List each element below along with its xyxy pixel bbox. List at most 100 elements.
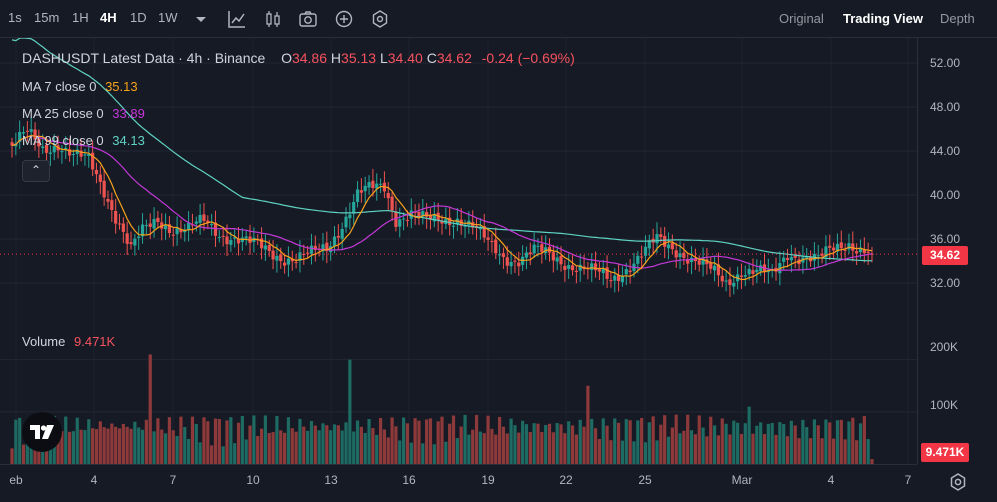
timeframe-1h[interactable]: 1H (72, 10, 89, 25)
tradingview-logo[interactable] (22, 412, 62, 452)
volume-bar (67, 431, 72, 464)
candle-body (425, 212, 429, 217)
volume-bar (617, 422, 621, 464)
ma7-line (11, 134, 873, 281)
candle-body (133, 238, 137, 246)
price-axis[interactable]: 52.00 48.00 44.00 40.00 36.00 32.00 200K… (917, 38, 997, 464)
timeframe-15m[interactable]: 15m (34, 10, 60, 25)
candle-body (271, 250, 275, 260)
volume-bar (605, 425, 609, 464)
volume-bar (782, 424, 786, 464)
volume-bar (179, 416, 183, 464)
candle-body (805, 257, 809, 259)
volume-bar (778, 422, 782, 464)
candle-body (367, 182, 371, 188)
timeframe-4h[interactable]: 4H (100, 10, 117, 25)
volume-bar (812, 419, 817, 464)
candle-body (33, 129, 37, 140)
volume-bar (855, 440, 859, 464)
chevron-down-icon[interactable] (190, 8, 212, 30)
candle-body (716, 264, 721, 276)
open-value: 34.86 (291, 50, 328, 66)
volume-bar (870, 459, 874, 464)
candle-body (98, 174, 102, 182)
plus-circle-icon[interactable] (333, 8, 355, 30)
ma99-legend: MA 99 close 0 34.13 (22, 133, 145, 148)
volume-bar (375, 434, 379, 464)
chart-plot-area[interactable] (0, 38, 917, 464)
camera-icon[interactable] (297, 8, 319, 30)
volume-value: 9.471K (74, 334, 116, 349)
volume-bar (578, 419, 582, 464)
candle-body (375, 183, 379, 189)
volume-bar (628, 420, 632, 464)
timeframe-1d[interactable]: 1D (130, 10, 147, 25)
volume-bar (513, 425, 517, 464)
volume-bar (436, 421, 440, 464)
volume-bar (167, 417, 172, 464)
volume-bar (233, 443, 237, 464)
candle-body (325, 242, 329, 252)
candle-body (524, 252, 529, 258)
volume-bar (91, 428, 95, 464)
candle-body (398, 219, 402, 227)
volume-bar (428, 418, 433, 464)
candle-body (728, 279, 732, 285)
volume-bar (75, 417, 79, 464)
volume-bar (171, 430, 175, 464)
volume-bar (378, 417, 383, 464)
volume-bar (279, 430, 283, 464)
collapse-legend-button[interactable]: ⌃ (22, 160, 50, 182)
volume-bar (582, 426, 586, 464)
settings-icon[interactable] (369, 8, 391, 30)
volume-legend: Volume 9.471K (22, 334, 115, 349)
volume-bar (432, 444, 436, 464)
volume-bar (409, 442, 413, 464)
volume-bar (352, 431, 356, 464)
candle-body (697, 260, 701, 265)
volume-bar (808, 438, 813, 464)
candle-body (532, 244, 536, 254)
indicator-chart-icon[interactable] (226, 8, 248, 30)
candle-body (386, 193, 390, 199)
close-key: C (426, 50, 437, 66)
volume-bar (716, 435, 721, 464)
chart-settings-button[interactable] (946, 470, 970, 494)
candle-body (340, 228, 344, 239)
volume-bar (348, 359, 352, 464)
time-tick: 13 (324, 473, 338, 487)
high-value: 35.13 (341, 50, 377, 66)
price-tick: 44.00 (930, 144, 961, 158)
candlestick-chart[interactable] (0, 38, 917, 464)
candle-body (417, 211, 421, 217)
high-key: H (330, 50, 342, 66)
candle-body (114, 210, 118, 224)
volume-bar (762, 434, 767, 464)
volume-bar (440, 416, 444, 464)
timeframe-1s[interactable]: 1s (8, 10, 22, 25)
candle-body (44, 144, 49, 153)
candles-icon[interactable] (262, 8, 284, 30)
candle-body (517, 262, 521, 267)
ma7-legend: MA 7 close 0 35.13 (22, 79, 138, 94)
timeframe-1w[interactable]: 1W (158, 10, 178, 25)
volume-bar (144, 419, 148, 464)
volume-bar (632, 441, 636, 464)
candle-body (828, 245, 832, 248)
candle-body (655, 234, 659, 244)
candle-body (686, 259, 690, 264)
candle-body (471, 222, 475, 228)
candle-body (405, 219, 410, 221)
view-trading-view-button[interactable]: Trading View (843, 11, 923, 26)
candle-body (858, 247, 863, 253)
time-axis[interactable]: eb 4 7 10 13 16 19 22 25 Mar 4 7 (0, 464, 917, 502)
candle-body (390, 196, 394, 211)
time-tick: 4 (90, 473, 98, 487)
volume-bar (647, 422, 651, 464)
volume-bar (593, 428, 598, 464)
volume-bar (866, 439, 870, 464)
candle-body (129, 242, 133, 245)
view-original-button[interactable]: Original (779, 11, 824, 26)
volume-bar (56, 434, 60, 464)
view-depth-button[interactable]: Depth (940, 11, 975, 26)
